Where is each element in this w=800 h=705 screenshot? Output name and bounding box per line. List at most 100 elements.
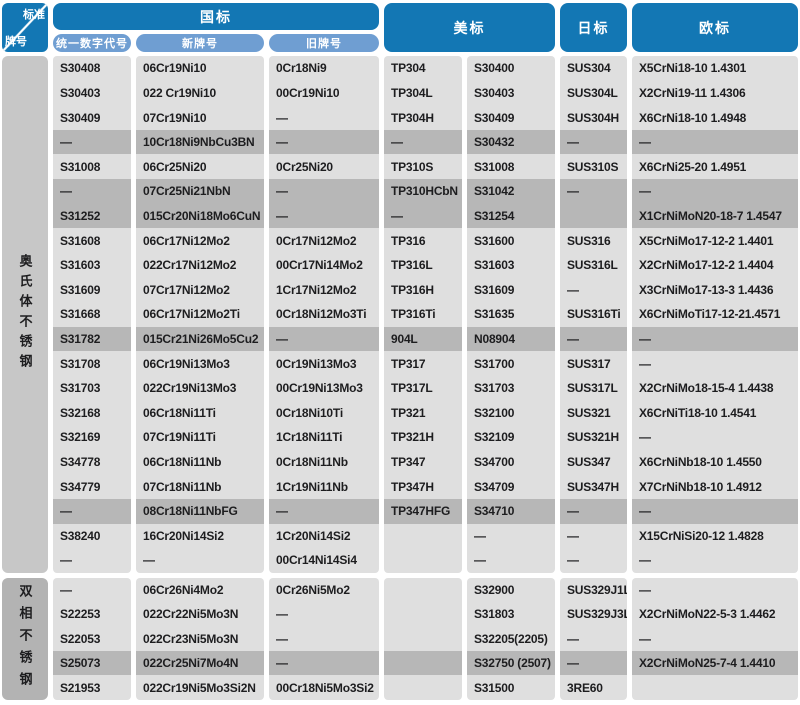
grade-cell: TP304 [384,56,462,81]
grade-cell: — [632,548,798,573]
grade-cell: S31608 [53,228,131,253]
grade-cell: 0Cr19Ni13Mo3 [269,351,379,376]
grade-cell: TP310S [384,154,462,180]
grade-cell: TP316Ti [384,302,462,327]
grade-cell: — [632,179,798,204]
grade-cell: TP347 [384,449,462,475]
grade-cell: X2CrNiMo17-12-2 1.4404 [632,252,798,278]
grade-cell: X5CrNiMo17-12-2 1.4401 [632,228,798,253]
header-jp-standard: 日标 [560,3,627,52]
grade-cell: S31700 [467,351,555,376]
grade-cell: — [384,129,462,155]
grade-cell: 07Cr25Ni21NbN [136,179,264,204]
table-header: 标准 牌号 国标 统一数字代号 新牌号 旧牌号 美标 日标 欧标 [2,3,798,52]
grade-cell: S31708 [53,351,131,376]
grade-cell: 0Cr18Ni10Ti [269,400,379,426]
grade-cell: — [269,179,379,204]
grade-cell: 904L [384,326,462,352]
grade-cell: S34709 [467,474,555,499]
grade-cell: SUS347 [560,449,627,475]
grade-cell: SUS304H [560,105,627,130]
grade-cell: — [632,425,798,450]
grade-cell: 1Cr17Ni12Mo2 [269,277,379,303]
grade-cell: 07Cr19Ni11Ti [136,425,264,450]
grade-cell: 00Cr19Ni10 [269,80,379,106]
grade-cell: 1Cr19Ni11Nb [269,474,379,499]
grade-cell: S31008 [467,154,555,180]
grade-cell: X6CrNiMoTi17-12-21.4571 [632,302,798,327]
grade-cell: S32100 [467,400,555,426]
section-label-austenitic: 奥氏体不锈钢 [2,56,48,573]
grade-cell: 022Cr23Ni5Mo3N [136,626,264,651]
grade-cell [632,675,798,700]
grade-cell [384,650,462,676]
grade-cell: TP317 [384,351,462,376]
grade-cell: X15CrNiSi20-12 1.4828 [632,523,798,549]
grade-cell: S30408 [53,56,131,81]
grade-cell: — [560,129,627,155]
grade-cell [384,626,462,651]
grade-cell: 06Cr19Ni13Mo3 [136,351,264,376]
grade-cell: 06Cr18Ni11Ti [136,400,264,426]
grade-cell: 16Cr20Ni14Si2 [136,523,264,549]
grade-cell: 022Cr19Ni5Mo3Si2N [136,675,264,700]
grade-cell: SUS317L [560,375,627,401]
header-us-standard: 美标 [384,3,555,52]
grade-cell: S22253 [53,602,131,627]
grade-cell: 06Cr17Ni12Mo2 [136,228,264,253]
grade-cell: TP347HFG [384,498,462,524]
grade-cell: 00Cr14Ni14Si4 [269,548,379,573]
grade-cell: S31254 [467,203,555,229]
grade-cell: — [269,602,379,627]
grade-cell: 0Cr25Ni20 [269,154,379,180]
subheader-old-grade: 旧牌号 [269,34,379,52]
grade-cell: 00Cr19Ni13Mo3 [269,375,379,401]
grade-cell: S31635 [467,302,555,327]
grade-cell: S30403 [53,80,131,106]
grade-cell: 015Cr21Ni26Mo5Cu2 [136,326,264,352]
grade-cell: SUS347H [560,474,627,499]
grade-cell: — [269,203,379,229]
grade-cell: — [136,548,264,573]
corner-label-standard: 标准 [23,9,45,21]
grade-cell: S31703 [467,375,555,401]
subheader-new-grade: 新牌号 [136,34,264,52]
grade-cell: SUS329J3L [560,602,627,627]
grade-cell: — [560,548,627,573]
section-austenitic: 奥氏体不锈钢 S30408 06Cr19Ni10 0Cr18Ni9 TP304 S3040… [2,56,798,573]
grade-cell: — [53,179,131,204]
grade-cell: 015Cr20Ni18Mo6CuN [136,203,264,229]
grade-cell: SUS304L [560,80,627,106]
grade-cell: TP304H [384,105,462,130]
grade-cell: 0Cr18Ni12Mo3Ti [269,302,379,327]
grade-cell: TP317L [384,375,462,401]
grade-cell: SUS310S [560,154,627,180]
grade-cell: S31609 [467,277,555,303]
grade-cell: TP316L [384,252,462,278]
grade-cell: — [53,548,131,573]
grade-cell: 022 Cr19Ni10 [136,80,264,106]
grade-cell: X2CrNiMoN25-7-4 1.4410 [632,650,798,676]
grade-cell: — [53,577,131,603]
grade-cell: S31668 [53,302,131,327]
grade-cell: X2CrNiMoN22-5-3 1.4462 [632,602,798,627]
grade-cell: 022Cr17Ni12Mo2 [136,252,264,278]
grade-cell: 07Cr18Ni11Nb [136,474,264,499]
grade-cell: 10Cr18Ni9NbCu3BN [136,129,264,155]
grade-cell [560,203,627,229]
grade-cell: 07Cr19Ni10 [136,105,264,130]
diagonal-divider [2,3,48,52]
grade-cell: S31500 [467,675,555,700]
grade-cell: 08Cr18Ni11NbFG [136,498,264,524]
section-label-duplex: 双相不锈钢 [2,577,48,700]
grade-cell: — [632,626,798,651]
grade-cell: S32168 [53,400,131,426]
grade-cell: S32205(2205) [467,626,555,651]
grade-cell: TP347H [384,474,462,499]
grade-cell: S31600 [467,228,555,253]
grade-cell: S31609 [53,277,131,303]
grade-cell: TP316 [384,228,462,253]
grade-cell: — [632,351,798,376]
grade-cell: X2CrNi19-11 1.4306 [632,80,798,106]
grade-cell: S31703 [53,375,131,401]
